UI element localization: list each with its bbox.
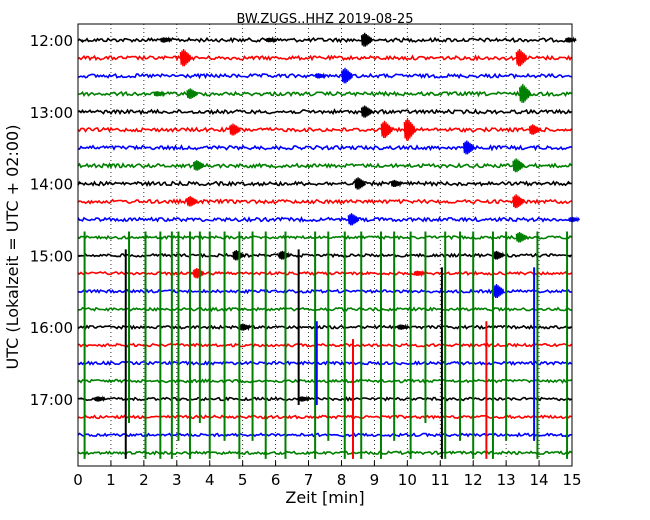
x-tick-label: 7 bbox=[304, 471, 314, 489]
event-mark bbox=[315, 73, 325, 78]
event-mark bbox=[355, 177, 365, 189]
x-tick-label: 8 bbox=[337, 471, 347, 489]
trace-13:00 bbox=[78, 110, 572, 114]
trace-15:45 bbox=[78, 308, 572, 311]
event-mark bbox=[154, 91, 164, 96]
event-mark bbox=[391, 180, 401, 187]
x-tick-label: 12 bbox=[464, 471, 483, 489]
event-mark bbox=[266, 38, 276, 42]
trace-15:15 bbox=[78, 272, 572, 275]
x-tick-label: 10 bbox=[398, 471, 417, 489]
x-tick-label: 5 bbox=[238, 471, 248, 489]
helicorder-chart: BW.ZUGS..HHZ 2019-08-25 0 1 2 3 4 5 6 7 8 9 10 11 12… bbox=[0, 0, 650, 520]
trace-13:45 bbox=[78, 164, 572, 168]
event-mark bbox=[404, 118, 414, 141]
x-axis-ticks: 0 1 2 3 4 5 6 7 8 9 10 11 12 13 14 15 bbox=[73, 461, 581, 489]
event-mark bbox=[513, 158, 523, 172]
event-mark bbox=[240, 324, 250, 331]
x-tick-label: 4 bbox=[205, 471, 215, 489]
y-tick-label: 16:00 bbox=[30, 319, 73, 337]
x-axis-label: Zeit [min] bbox=[285, 488, 364, 507]
event-mark bbox=[194, 268, 204, 278]
x-tick-label: 6 bbox=[271, 471, 281, 489]
event-mark bbox=[520, 84, 530, 103]
x-tick-label: 2 bbox=[139, 471, 149, 489]
x-tick-label: 9 bbox=[370, 471, 380, 489]
x-tick-label: 11 bbox=[431, 471, 450, 489]
event-mark bbox=[493, 284, 503, 298]
y-axis-label: UTC (Lokalzeit = UTC + 02:00) bbox=[3, 125, 22, 370]
y-tick-label: 17:00 bbox=[30, 391, 73, 409]
event-mark bbox=[230, 124, 240, 136]
trace-17:00 bbox=[78, 398, 572, 401]
trace-14:30 bbox=[78, 218, 572, 222]
trace-16:15 bbox=[78, 344, 572, 347]
y-tick-label: 13:00 bbox=[30, 104, 73, 122]
event-mark bbox=[299, 396, 309, 401]
event-mark bbox=[516, 232, 526, 242]
event-mark bbox=[362, 106, 372, 118]
event-mark bbox=[279, 251, 289, 260]
trace-12:00 bbox=[78, 38, 572, 42]
event-mark bbox=[381, 121, 391, 138]
trace-16:00 bbox=[78, 326, 572, 329]
trace-17:15 bbox=[78, 416, 572, 419]
event-mark bbox=[342, 68, 352, 84]
event-mark bbox=[530, 124, 540, 134]
event-mark bbox=[180, 49, 190, 66]
trace-12:45 bbox=[78, 92, 572, 96]
chart-title: BW.ZUGS..HHZ 2019-08-25 bbox=[236, 12, 413, 27]
y-tick-label: 12:00 bbox=[30, 32, 73, 50]
trace-17:45 bbox=[78, 452, 572, 455]
event-mark bbox=[516, 49, 526, 66]
event-mark bbox=[414, 271, 424, 276]
x-tick-label: 0 bbox=[73, 471, 83, 489]
x-tick-label: 1 bbox=[106, 471, 116, 489]
trace-12:15 bbox=[78, 56, 572, 60]
trace-16:30 bbox=[78, 362, 572, 365]
event-mark bbox=[362, 33, 372, 47]
event-mark bbox=[348, 213, 358, 225]
x-tick-label: 15 bbox=[562, 471, 581, 489]
grid-lines bbox=[111, 24, 539, 466]
trace-14:45 bbox=[78, 236, 572, 239]
trace-14:15 bbox=[78, 200, 572, 204]
event-mark bbox=[233, 250, 243, 260]
y-tick-label: 15:00 bbox=[30, 247, 73, 265]
event-mark bbox=[187, 88, 197, 98]
x-tick-label: 13 bbox=[497, 471, 516, 489]
event-mark bbox=[194, 160, 204, 170]
x-tick-label: 14 bbox=[530, 471, 549, 489]
trace-17:30 bbox=[78, 434, 572, 437]
trace-16:45 bbox=[78, 380, 572, 383]
event-mark bbox=[187, 196, 197, 206]
event-mark bbox=[493, 251, 503, 260]
x-tick-label: 3 bbox=[172, 471, 182, 489]
event-mark bbox=[398, 325, 408, 330]
trace-14:00 bbox=[78, 182, 572, 186]
event-mark bbox=[464, 141, 474, 155]
trace-13:30 bbox=[78, 146, 572, 150]
y-tick-label: 14:00 bbox=[30, 176, 73, 194]
event-mark bbox=[513, 194, 523, 208]
trace-13:15 bbox=[78, 128, 572, 132]
